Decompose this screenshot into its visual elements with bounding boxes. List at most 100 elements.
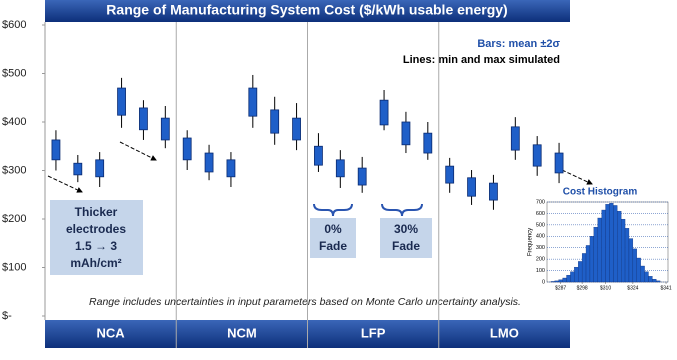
annotation: mAh/cm² bbox=[70, 256, 121, 270]
group-label: NCM bbox=[227, 325, 257, 340]
box bbox=[248, 87, 258, 117]
histogram-bar bbox=[593, 226, 598, 283]
inset-y-label: Frequency bbox=[528, 228, 534, 256]
group-label: LFP bbox=[361, 325, 386, 340]
inset-y-tick-label: 200 bbox=[536, 257, 545, 263]
group-label: LMO bbox=[490, 325, 519, 340]
histogram-bar bbox=[570, 271, 575, 283]
histogram-bar bbox=[562, 277, 567, 283]
inset-y-tick-label: 500 bbox=[536, 222, 545, 228]
y-tick-label: $100 bbox=[2, 261, 26, 273]
y-tick-label: $- bbox=[2, 310, 12, 322]
histogram-bar bbox=[597, 217, 602, 283]
annotation: 1.5 → 3 bbox=[75, 239, 117, 253]
histogram-bar bbox=[581, 253, 587, 283]
histogram-bar bbox=[554, 280, 559, 283]
box bbox=[270, 109, 280, 134]
box bbox=[139, 107, 148, 131]
box bbox=[554, 152, 564, 174]
inset-x-tick-label: $324 bbox=[627, 285, 638, 291]
y-tick-label: $500 bbox=[2, 67, 26, 79]
box bbox=[292, 117, 301, 141]
box bbox=[314, 145, 323, 166]
y-tick-label: $200 bbox=[2, 213, 26, 225]
annotation-box bbox=[50, 200, 143, 275]
box bbox=[467, 177, 476, 197]
title-bar bbox=[45, 0, 570, 22]
annotation: 30% bbox=[394, 222, 418, 236]
inset-y-tick-label: 400 bbox=[536, 234, 545, 240]
box bbox=[160, 117, 170, 141]
box bbox=[335, 159, 345, 178]
box bbox=[445, 165, 455, 184]
histogram-bar bbox=[558, 279, 563, 283]
box bbox=[51, 139, 61, 161]
histogram-bar bbox=[550, 281, 555, 283]
box bbox=[95, 159, 105, 178]
y-tick-label: $300 bbox=[2, 164, 26, 176]
y-tick-label: $600 bbox=[2, 19, 26, 31]
histogram-bar bbox=[632, 248, 637, 283]
legend-lines: Lines: min and max simulated bbox=[403, 54, 560, 66]
annotation: 0% bbox=[324, 222, 342, 236]
histogram-bar bbox=[628, 238, 634, 283]
footnote: Range includes uncertainties in input pa… bbox=[89, 296, 521, 308]
inset-title: Cost Histogram bbox=[563, 187, 638, 198]
histogram-bar bbox=[585, 245, 591, 283]
histogram-bar bbox=[601, 209, 606, 283]
histogram-bar bbox=[636, 257, 641, 283]
histogram-bar bbox=[621, 218, 626, 283]
inset-y-tick-label: 300 bbox=[536, 245, 545, 251]
box bbox=[73, 162, 83, 176]
histogram-bar bbox=[609, 202, 614, 283]
annotation-box bbox=[310, 218, 356, 258]
histogram-bar bbox=[656, 280, 661, 283]
annotation: Thicker bbox=[75, 205, 118, 219]
box bbox=[182, 137, 192, 161]
box bbox=[401, 121, 411, 146]
histogram-bar bbox=[574, 266, 579, 283]
box bbox=[117, 87, 126, 116]
inset-y-tick-label: 700 bbox=[536, 199, 545, 205]
annotation: Fade bbox=[392, 239, 420, 253]
histogram-bar bbox=[648, 276, 653, 283]
brace bbox=[313, 203, 353, 217]
histogram-bar bbox=[566, 274, 571, 283]
box bbox=[226, 159, 236, 178]
chart-title: Range of Manufacturing System Cost ($/kW… bbox=[106, 2, 507, 18]
annotation: Fade bbox=[319, 239, 347, 253]
inset-y-tick-label: 600 bbox=[536, 211, 545, 217]
y-tick-label: $400 bbox=[2, 116, 26, 128]
box bbox=[357, 167, 367, 186]
arrow bbox=[561, 169, 593, 185]
histogram-bar bbox=[578, 261, 583, 283]
annotation: electrodes bbox=[66, 222, 126, 236]
group-label: NCA bbox=[97, 325, 126, 340]
arrow bbox=[47, 175, 83, 193]
inset-x-tick-label: $287 bbox=[555, 285, 566, 291]
inset-x-tick-label: $341 bbox=[660, 285, 671, 291]
histogram-bar bbox=[589, 236, 594, 283]
box bbox=[532, 144, 542, 167]
histogram-bar bbox=[605, 204, 610, 283]
box bbox=[204, 152, 214, 173]
inset-y-tick-label: 100 bbox=[536, 268, 545, 274]
brace bbox=[381, 203, 423, 217]
inset-x-tick-label: $298 bbox=[577, 285, 588, 291]
histogram-bar bbox=[613, 205, 618, 283]
histogram-bar bbox=[652, 278, 657, 283]
annotation-box bbox=[380, 218, 432, 258]
box bbox=[423, 132, 433, 154]
histogram-bar bbox=[644, 271, 649, 283]
box bbox=[489, 182, 498, 201]
legend-bars: Bars: mean ±2σ bbox=[477, 38, 560, 50]
arrow bbox=[119, 141, 157, 161]
inset-x-tick-label: $310 bbox=[600, 285, 611, 291]
box bbox=[379, 99, 389, 126]
box bbox=[510, 126, 520, 151]
histogram-bar bbox=[617, 210, 622, 283]
histogram-bar bbox=[640, 265, 645, 283]
histogram-bar bbox=[624, 228, 630, 283]
inset-y-tick-label: 0 bbox=[542, 279, 545, 285]
